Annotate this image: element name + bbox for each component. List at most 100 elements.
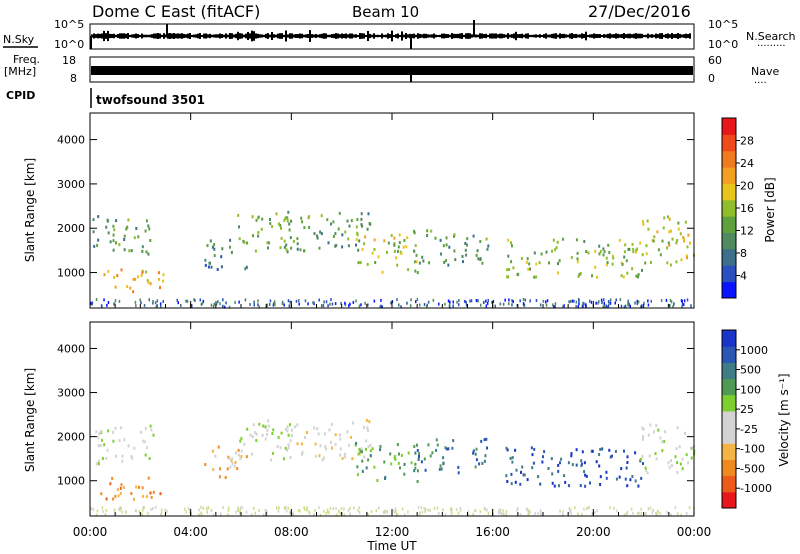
echo-cell <box>659 436 662 440</box>
noise-sample <box>379 34 381 38</box>
echo-cell <box>557 262 559 266</box>
noise-sample <box>301 33 303 39</box>
echo-cell <box>147 476 150 480</box>
colorbar-segment <box>722 378 736 396</box>
ground-scatter-cell <box>647 299 649 303</box>
ground-scatter-cell <box>627 299 629 303</box>
echo-cell <box>360 217 363 221</box>
echo-cell <box>398 452 400 456</box>
ground-scatter-cell <box>396 513 399 517</box>
echo-cell <box>581 450 584 454</box>
ground-scatter-cell <box>485 299 487 303</box>
echo-cell <box>118 243 121 247</box>
ground-scatter-cell <box>154 301 157 305</box>
echo-cell <box>354 443 357 447</box>
echo-cell <box>608 251 611 255</box>
echo-cell <box>680 258 683 262</box>
echo-cell <box>280 226 282 230</box>
noise-sample <box>105 33 107 39</box>
power-data <box>90 210 695 309</box>
echo-cell <box>321 458 324 462</box>
noise-sample <box>629 33 631 39</box>
ground-scatter-cell <box>306 506 308 510</box>
ground-scatter-cell <box>253 303 255 307</box>
ground-scatter-cell <box>512 300 514 304</box>
ground-scatter-cell <box>659 511 661 515</box>
echo-cell <box>686 245 689 249</box>
echo-cell <box>211 449 214 453</box>
echo-cell <box>204 463 207 466</box>
echo-cell <box>507 254 510 258</box>
ground-scatter-cell <box>529 299 531 303</box>
echo-cell <box>515 468 518 472</box>
noise-sample <box>497 34 499 38</box>
ground-scatter-cell <box>674 506 677 509</box>
noise-sample <box>297 33 299 39</box>
frequency-panel: Freq. [MHz] 18 8 60 0 Nave ···· <box>4 53 779 89</box>
echo-cell <box>663 216 666 220</box>
echo-cell <box>668 243 671 247</box>
echo-cell <box>236 467 239 471</box>
ground-scatter-cell <box>425 508 427 511</box>
noise-sample <box>441 33 443 39</box>
echo-cell <box>584 473 587 477</box>
echo-cell <box>644 261 647 265</box>
echo-cell <box>267 419 270 423</box>
ground-scatter-cell <box>594 511 596 514</box>
ground-scatter-cell <box>582 305 584 309</box>
noise-sample <box>687 34 689 38</box>
echo-cell <box>642 462 644 465</box>
echo-cell <box>290 219 293 223</box>
echo-cell <box>115 219 118 223</box>
ground-scatter-cell <box>106 303 108 307</box>
echo-cell <box>287 443 290 447</box>
echo-cell <box>632 250 635 254</box>
echo-cell <box>451 446 454 450</box>
echo-cell <box>431 451 434 455</box>
ground-scatter-cell <box>285 509 288 513</box>
noise-sample <box>265 33 267 39</box>
echo-cell <box>683 239 686 243</box>
noise-sample <box>103 30 105 42</box>
colorbar-segment <box>722 443 736 460</box>
noise-sample <box>305 34 307 38</box>
ground-scatter-cell <box>647 303 650 307</box>
ground-scatter-cell <box>666 510 668 514</box>
echo-cell <box>152 490 155 494</box>
echo-cell <box>514 480 517 484</box>
noise-sample <box>463 34 465 38</box>
echo-cell <box>667 215 669 219</box>
ground-scatter-cell <box>688 506 691 509</box>
echo-cell <box>240 449 243 453</box>
echo-cell <box>308 225 311 229</box>
echo-cell <box>246 427 249 431</box>
echo-cell <box>637 484 640 488</box>
nsearch-dots: ········· <box>757 41 786 52</box>
ground-scatter-cell <box>438 511 440 515</box>
ground-scatter-cell <box>602 305 605 309</box>
noise-sample <box>255 33 257 39</box>
noise-sample <box>215 34 217 38</box>
noise-sample <box>461 33 463 39</box>
noise-sample <box>519 34 521 38</box>
echo-cell <box>266 432 269 436</box>
echo-cell <box>642 219 644 223</box>
noise-sample <box>451 33 453 39</box>
echo-cell <box>112 439 115 443</box>
freq-tick-bottom: 8 <box>70 72 77 85</box>
echo-cell <box>642 427 645 431</box>
colorbar-segment <box>722 248 736 266</box>
ground-scatter-cell <box>244 298 247 302</box>
echo-cell <box>123 234 126 238</box>
cpid-value: twofsound 3501 <box>96 93 205 107</box>
ground-scatter-cell <box>526 508 529 512</box>
ground-scatter-cell <box>125 510 127 514</box>
echo-cell <box>346 430 349 434</box>
echo-cell <box>132 290 135 294</box>
noise-sample <box>597 34 599 38</box>
y-tick-label: 3000 <box>57 387 85 400</box>
ground-scatter-cell <box>605 304 607 308</box>
ground-scatter-cell <box>253 506 255 510</box>
echo-cell <box>390 234 393 237</box>
